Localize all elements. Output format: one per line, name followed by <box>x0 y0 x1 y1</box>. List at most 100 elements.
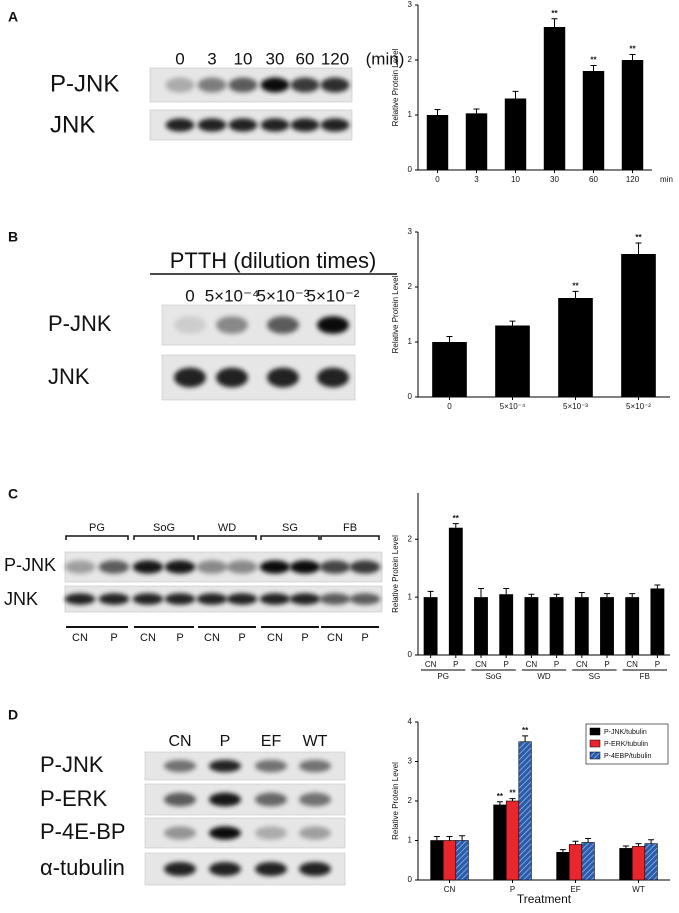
y-tick-label: 1 <box>408 592 413 601</box>
blot-band <box>132 560 164 574</box>
blot-band <box>299 759 331 773</box>
lane-label: 10 <box>234 49 253 68</box>
lane-label: 5×10⁻³ <box>257 286 310 305</box>
blot-band <box>216 316 248 334</box>
bar <box>600 597 614 655</box>
x-tick-label: CN <box>576 660 588 669</box>
group-label: SoG <box>486 672 502 681</box>
lane-label: CN <box>267 632 283 644</box>
blot-band <box>317 367 349 388</box>
error-bar <box>590 65 597 71</box>
error-bar <box>427 590 434 598</box>
blot-band <box>299 792 331 807</box>
x-tick-label: P <box>604 660 609 669</box>
significance: ** <box>590 56 597 65</box>
blot-band <box>260 77 290 93</box>
blot-band <box>255 826 287 840</box>
lane-label: P <box>220 733 231 750</box>
row-label: JNK <box>48 364 90 389</box>
lane-label: P <box>301 632 308 644</box>
y-tick-label: 3 <box>408 227 413 236</box>
bar <box>631 846 646 881</box>
bar <box>432 342 467 397</box>
x-tick-label: 3 <box>474 175 479 184</box>
blot-band <box>174 367 206 388</box>
blot-band <box>319 593 351 605</box>
error-bar <box>572 290 579 298</box>
x-axis-label: min <box>660 175 673 184</box>
error-bar <box>509 320 516 326</box>
lane-label: WT <box>303 733 328 750</box>
error-bar <box>446 336 453 342</box>
blot-band <box>216 367 248 388</box>
lane-label: P <box>361 632 368 644</box>
error-bar <box>496 801 503 805</box>
row-label: JNK <box>50 111 95 138</box>
blot-band <box>209 861 241 877</box>
y-tick-label: 2 <box>408 55 413 64</box>
blot-band <box>290 118 320 132</box>
error-bar <box>635 242 642 254</box>
error-bar <box>553 593 560 598</box>
blot-band <box>320 77 350 93</box>
blot-band <box>164 826 196 840</box>
group-label: SG <box>282 522 298 534</box>
y-axis-label: Relative Protein Level <box>391 48 400 126</box>
blot-band <box>197 77 227 93</box>
blot-band <box>228 77 258 93</box>
row-label: JNK <box>4 589 38 609</box>
y-tick-label: 1 <box>408 110 413 119</box>
legend-label: P-JNK/tubulin <box>604 729 647 736</box>
x-tick-label: P <box>554 660 559 669</box>
lane-label: 5×10⁻² <box>307 286 360 305</box>
blot-band <box>196 593 228 605</box>
bar <box>558 298 593 397</box>
y-axis-label: Relative Protein Level <box>391 762 400 840</box>
y-tick-label: 1 <box>408 337 413 346</box>
blot-band <box>290 77 320 93</box>
panel-letter: C <box>8 486 18 502</box>
error-bar <box>452 523 459 528</box>
blot-band <box>164 759 196 773</box>
bar <box>430 840 444 881</box>
lane-label: CN <box>168 733 191 750</box>
x-tick-label: 10 <box>511 175 520 184</box>
x-tick-label: 0 <box>447 402 452 411</box>
row-label: α-tubulin <box>40 855 125 880</box>
blot-band <box>255 792 287 807</box>
blot-band <box>255 861 287 877</box>
lane-label: 30 <box>266 49 285 68</box>
blot-band <box>260 118 290 132</box>
x-tick-label: EF <box>570 885 580 894</box>
row-label: P-JNK <box>50 70 119 97</box>
row-label: P-ERK <box>40 786 108 811</box>
significance: ** <box>635 233 642 242</box>
lane-label: 0 <box>185 286 194 305</box>
blot-band <box>299 826 331 840</box>
bar <box>582 71 605 170</box>
blot-band <box>165 77 195 93</box>
blot-band <box>226 560 258 574</box>
error-bar <box>578 592 585 598</box>
error-bar <box>604 593 610 598</box>
significance: ** <box>522 726 529 735</box>
blot-band <box>255 759 287 773</box>
blot-band <box>319 560 351 574</box>
error-bar <box>446 836 453 841</box>
row-label: P-JNK <box>40 752 104 777</box>
error-bar <box>433 836 440 841</box>
lane-label: 5×10⁻⁴ <box>205 286 260 305</box>
blot-band <box>98 560 130 574</box>
blot-band <box>174 316 206 334</box>
x-tick-label: P <box>504 660 509 669</box>
x-tick-label: 5×10⁻² <box>626 402 651 411</box>
lane-label: 120 <box>321 49 349 68</box>
group-label: FB <box>640 672 650 681</box>
x-tick-label: WT <box>632 885 645 894</box>
bar <box>524 597 539 655</box>
lane-label: 3 <box>207 49 216 68</box>
blot-band <box>289 593 321 605</box>
error-bar <box>522 735 529 742</box>
y-tick-label: 3 <box>408 757 413 766</box>
blot-band <box>267 316 299 334</box>
